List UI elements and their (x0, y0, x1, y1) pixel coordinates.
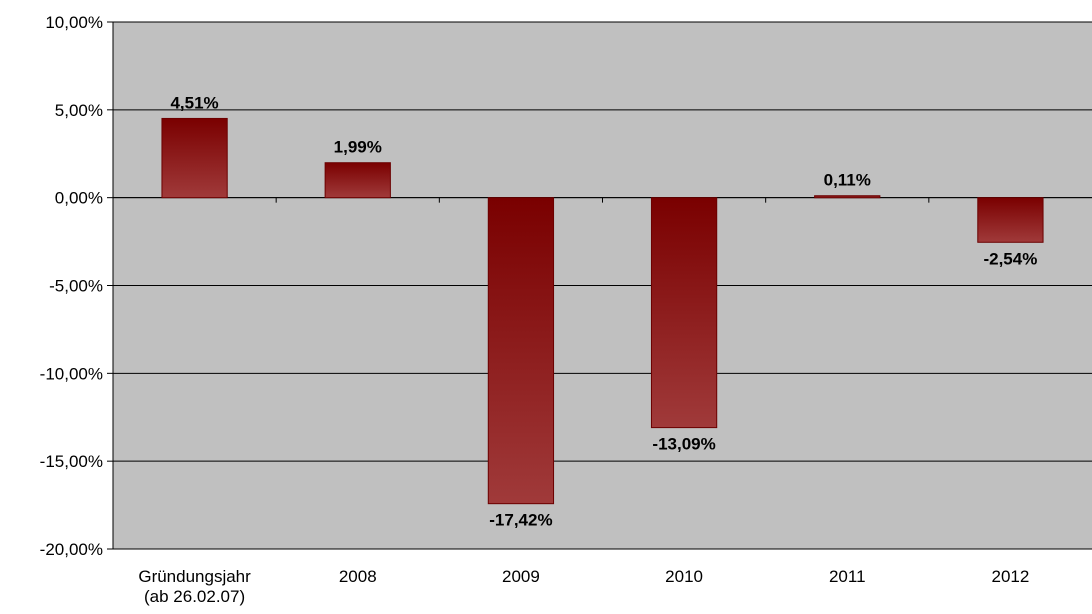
x-tick-label: (ab 26.02.07) (144, 587, 245, 606)
y-tick-label: -20,00% (40, 540, 103, 559)
x-tick-label: 2009 (502, 567, 540, 586)
data-label: 0,11% (824, 171, 871, 190)
bar (487, 197, 555, 505)
bar (324, 162, 391, 199)
y-tick-label: 10,00% (45, 13, 103, 32)
y-tick-label: -15,00% (40, 452, 103, 471)
x-tick-label: 2011 (829, 567, 866, 586)
x-tick-label: 2008 (339, 567, 377, 586)
y-tick-label: -10,00% (40, 364, 103, 383)
axes (107, 21, 1092, 550)
bars (161, 117, 1044, 505)
data-label: -17,42% (489, 511, 552, 530)
data-label: -2,54% (983, 249, 1037, 268)
labels: 10,00% 5,00% 0,00% -5,00% -10,00% -15,00% -20,… (40, 13, 1038, 606)
bar (977, 197, 1044, 243)
data-label: 1,99% (334, 138, 382, 157)
bar (814, 195, 881, 199)
y-tick-label: -5,00% (49, 277, 103, 296)
x-tick-label: 2010 (665, 567, 703, 586)
x-tick-label: 2012 (992, 567, 1030, 586)
data-label: 4,51% (170, 93, 218, 112)
y-tick-label: 0,00% (55, 189, 103, 208)
x-tick-label: Gründungsjahr (138, 567, 251, 586)
bar (161, 117, 228, 199)
y-tick-label: 5,00% (55, 101, 103, 120)
bar (650, 197, 718, 429)
data-label: -13,09% (652, 435, 715, 454)
